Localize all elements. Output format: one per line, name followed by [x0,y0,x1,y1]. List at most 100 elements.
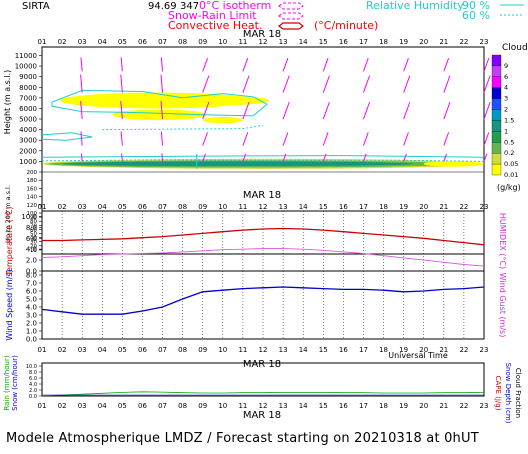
wind-arrow [322,153,327,162]
hour-tick-label: 17 [359,203,368,211]
hour-tick-label: 10 [218,38,227,46]
wind-arrow [403,132,409,146]
colorbar-level-label: 9 [504,62,508,70]
wind-arrow [443,58,450,72]
hour-tick-label: 23 [480,402,489,410]
colorbar-level-label: 1 [504,127,508,135]
colorbar-swatch [491,65,502,77]
cloud-region [62,161,414,167]
precip-series [41,391,485,397]
hour-tick-label: 11 [238,402,247,410]
cloud-region [423,160,485,167]
wind-tick-label: 8.0 [26,272,37,280]
colorbar-swatch [491,142,502,154]
hour-tick-label: 14 [299,346,308,354]
wind-tick-label: 1.0 [26,328,37,336]
temp-y-label: Temperature (°C) [5,206,14,276]
hour-tick-label: 09 [198,402,207,410]
cloud-fraction-y-label: Cloud Fraction [514,368,522,418]
wind-arrow [161,153,164,162]
wind-arrow [483,153,488,162]
wind-arrow [202,75,210,93]
colorbar-swatch [491,120,502,132]
hour-tick-label: 20 [419,346,428,354]
height-tick-label: 1000 [19,158,37,166]
colorbar-level-label: 0.01 [504,171,518,179]
hour-tick-label: 01 [38,402,47,410]
hour-tick-label: 06 [138,346,147,354]
gust-y-label: Wind Gust (m/s) [498,273,507,338]
hour-tick-label: 05 [118,203,127,211]
hour-tick-label: 04 [98,346,107,354]
precip-tick-label: 4.0 [29,382,37,388]
station-altitude: 347 [180,1,199,12]
humidex-y-label: HUMIDEX (°C) [498,213,507,269]
wind-arrow [242,58,249,72]
wind-arrow [322,58,329,72]
wind-speed-series [41,286,485,315]
hour-tick-label: 03 [78,38,87,46]
height-tick-label-low: 140 [27,195,38,201]
wind-arrow [120,101,123,120]
wind-arrow [483,132,490,146]
hour-tick-label: 22 [459,402,468,410]
hour-tick-label: 12 [259,203,268,211]
date-label-top: MAR 18 [243,29,281,40]
wind-speed-line [41,286,485,315]
cloud-y-label-low: Up to 200 m a.s.l. [4,185,12,243]
cloud-panel-frame [41,46,485,255]
wind-arrow [80,153,83,162]
precip-panel-frame [41,362,485,397]
wind-arrow [362,101,371,120]
precip-tick-label: 8.0 [29,370,37,376]
hour-tick-label: 16 [339,203,348,211]
wind-arrow [403,58,409,72]
colorbar-level-label: 3 [504,95,508,103]
hour-tick-label: 08 [178,203,187,211]
hour-tick-label: 06 [138,402,147,410]
wind-arrow [282,58,289,72]
hour-tick-label: 16 [339,346,348,354]
wind-arrow [443,153,448,162]
temp-tick-label: 2.0 [26,257,37,265]
wind-arrow [443,101,451,120]
hour-tick-label: 19 [399,38,408,46]
wind-arrow [403,101,411,120]
rh-contour-line [51,89,268,117]
colorbar-title: Clouds [502,43,528,53]
hour-tick-label: 21 [439,402,448,410]
hour-tick-label: 07 [158,402,167,410]
wind-arrow [202,132,208,146]
legend-rh-60: 60 % [462,9,490,22]
precip-tick-label: 0.0 [29,394,37,400]
height-tick-label: 6000 [19,105,37,113]
date-label-bottom: MAR 18 [243,410,281,421]
height-axis-upper: 1000 2000 3000 4000 5000 6000 7000 8000 9000 1000… [15,52,42,166]
height-tick-label-low: 10 [30,248,37,254]
hour-tick-label: 14 [299,203,308,211]
wind-arrow [80,57,83,72]
temperature-series [41,227,485,272]
hour-tick-label: 18 [379,402,388,410]
wind-arrow [443,75,451,93]
wind-tick-label: 4.0 [26,304,37,312]
hour-tick-label: 15 [319,402,328,410]
wind-arrow [483,101,491,120]
hour-tick-label: 01 [38,346,47,354]
height-tick-label-low: 60 [30,227,37,233]
wind-arrow [80,101,83,120]
date-label-precip: MAR 18 [243,359,281,370]
legend-convective-label: Convective Heat. [168,19,262,32]
hour-labels-temp: 01 02 03 04 05 06 07 08 09 10 11 12 13 14 15 16 17 18 19 20… [38,203,489,211]
wind-arrow [483,75,491,93]
hour-tick-label: 04 [98,38,107,46]
wind-arrow [282,132,289,146]
wind-panel: 0.01.02.03.04.05.06.07.08.0 Wind Speed (… [5,269,507,360]
hour-tick-label: 03 [78,402,87,410]
hour-tick-label: 23 [480,203,489,211]
hour-tick-label: 19 [399,402,408,410]
hour-tick-label: 22 [459,346,468,354]
temperature-panel: MAR 18 01 02 03 04 05 06 07 08 09 10 11 12 13 14 15 16 1… [5,190,507,277]
hour-tick-label: 21 [439,346,448,354]
